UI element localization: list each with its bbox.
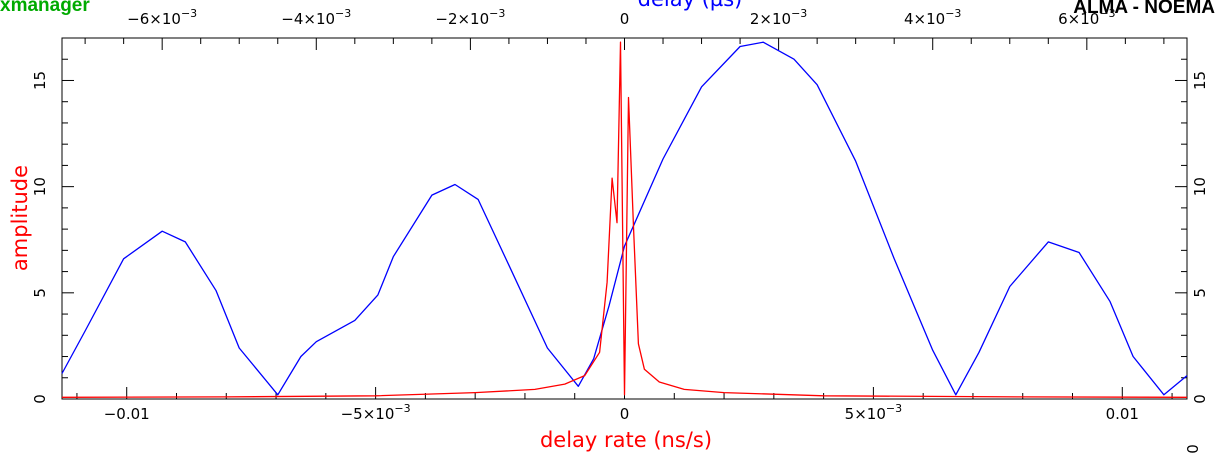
- y-right-tick-label: 5: [1191, 288, 1209, 298]
- y-tick-label: 0: [31, 394, 49, 404]
- y-right-tick-label: 10: [1191, 177, 1209, 196]
- x-axis-title: delay rate (ns/s): [540, 428, 712, 452]
- delay-amplitude-line: [61, 41, 1188, 396]
- tick-group: −0.01 −5×10−3 0 5×10−3 0.01 −6×10−3 −4×10−3 −2×…: [31, 7, 1209, 423]
- top-right-label: ALMA - NOEMA: [1073, 0, 1215, 18]
- x-tick-label: 5×10−3: [845, 402, 902, 423]
- delay-rate-amplitude-line: [61, 41, 1188, 398]
- x-tick-label: −5×10−3: [341, 402, 411, 423]
- top-tick-label: −6×10−3: [127, 7, 197, 28]
- series-group: [61, 41, 1188, 398]
- y-tick-label: 15: [31, 71, 49, 90]
- corner-label: 0: [1184, 444, 1202, 454]
- y-axis-title: amplitude: [8, 165, 32, 271]
- top-tick-label: −4×10−3: [281, 7, 351, 28]
- y-tick-label: 5: [31, 288, 49, 298]
- y-right-tick-label: 0: [1191, 394, 1209, 404]
- y-tick-label: 10: [31, 177, 49, 196]
- x-tick-label: 0: [620, 405, 630, 423]
- top-tick-label: 4×10−3: [904, 7, 961, 28]
- top-tick-label: −2×10−3: [435, 7, 505, 28]
- top-tick-label: 6×10−3: [1058, 7, 1115, 28]
- x-tick-label: 0.01: [1106, 405, 1139, 423]
- top-axis-title: delay (µs): [638, 0, 743, 11]
- app-label: xmanager: [0, 0, 90, 16]
- top-tick-label: 2×10−3: [750, 7, 807, 28]
- x-tick-label: −0.01: [104, 405, 150, 423]
- y-right-tick-label: 15: [1191, 71, 1209, 90]
- top-tick-label: 0: [620, 10, 630, 28]
